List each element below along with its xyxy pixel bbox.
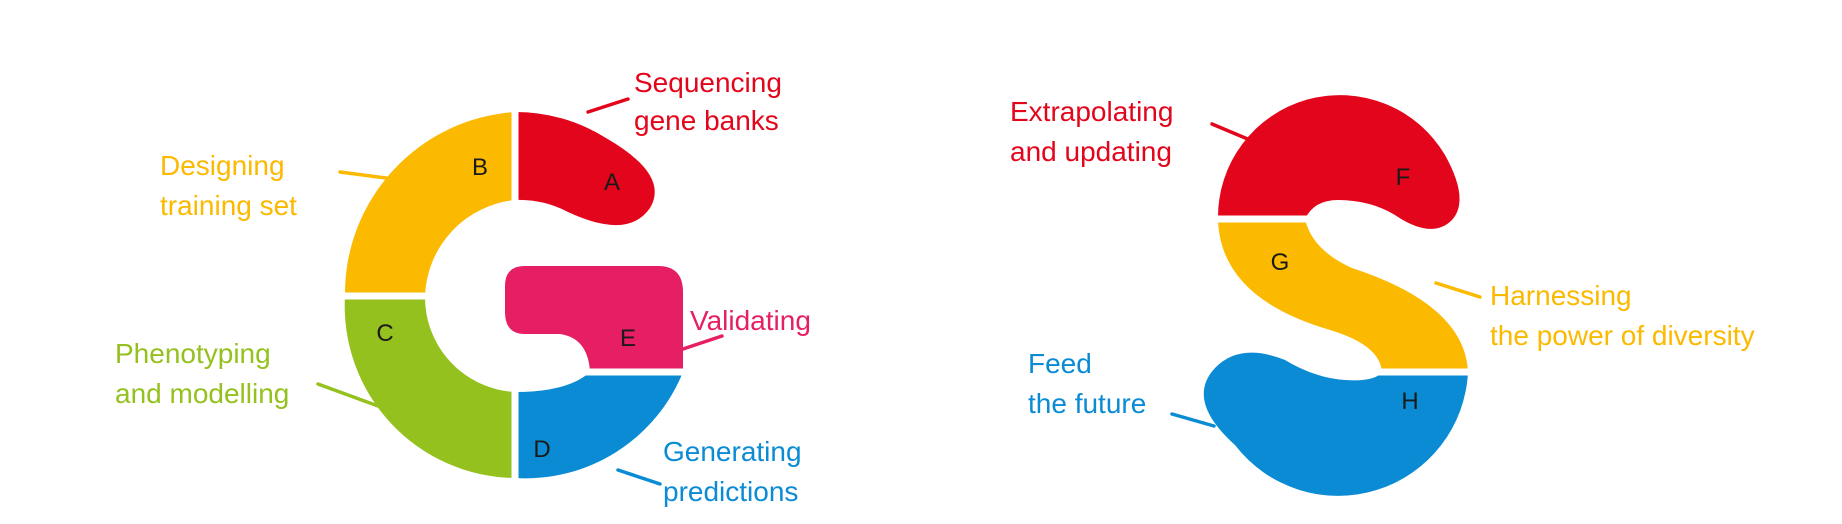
- label-phenotyping: Phenotyping and modelling: [115, 338, 289, 409]
- label-harnessing: Harnessing the power of diversity: [1490, 280, 1755, 351]
- segment-c-letter: C: [376, 320, 393, 347]
- segment-d: [515, 372, 683, 479]
- segment-e: [505, 266, 683, 372]
- leader-f: [1210, 122, 1252, 142]
- segment-d-letter: D: [533, 436, 550, 463]
- segment-b: [344, 112, 515, 296]
- leader-b: [338, 170, 388, 180]
- leader-c: [316, 382, 380, 408]
- label-extrapolating: Extrapolating and updating: [1010, 96, 1181, 167]
- letter-g: [338, 106, 688, 484]
- segment-f: [1217, 95, 1460, 229]
- leader-g: [1434, 281, 1482, 299]
- segment-g-letter: G: [1271, 249, 1290, 276]
- letter-s: [1203, 95, 1474, 496]
- segment-e-letter: E: [620, 325, 636, 352]
- segment-a: [515, 111, 655, 226]
- leader-h: [1170, 412, 1216, 428]
- label-designing: Designing training set: [160, 150, 297, 221]
- segment-h-letter: H: [1401, 388, 1418, 415]
- leader-d: [616, 468, 662, 486]
- label-validating: Validating: [690, 305, 811, 336]
- label-sequencing: Sequencing gene banks: [634, 67, 790, 136]
- segment-g: [1218, 219, 1468, 372]
- label-feed: Feed the future: [1028, 348, 1146, 419]
- leader-e: [681, 334, 724, 351]
- leader-a: [586, 97, 630, 114]
- segment-f-letter: F: [1396, 164, 1411, 191]
- segment-h: [1203, 352, 1468, 496]
- segment-a-letter: A: [604, 169, 620, 196]
- segment-c: [344, 296, 515, 478]
- segment-b-letter: B: [472, 154, 488, 181]
- label-generating: Generating predictions: [663, 436, 809, 507]
